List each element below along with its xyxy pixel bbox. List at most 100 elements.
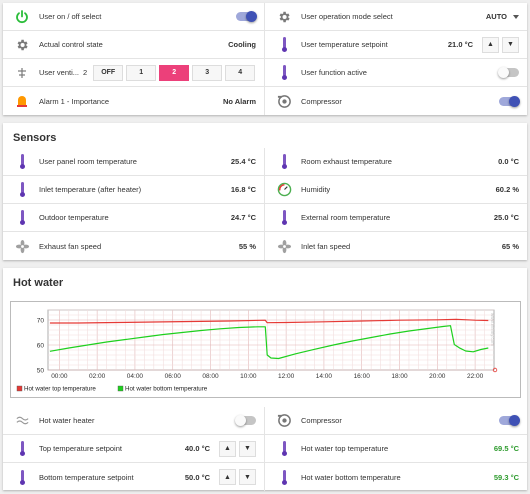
bottom-setpoint-label: Bottom temperature setpoint	[39, 472, 134, 482]
sensor-value: 0.0 °C	[498, 157, 519, 166]
top-temp-label: Hot water top temperature	[301, 444, 389, 453]
legend-label: Hot water top temperature	[24, 386, 96, 393]
compressor-label: Compressor	[301, 96, 342, 106]
ventilation-option-4[interactable]: 4	[225, 64, 256, 81]
sensor-value: 25.4 °C	[230, 157, 256, 166]
cursor-marker	[492, 367, 498, 373]
temp-setpoint-value: 21.0 °C	[447, 40, 473, 49]
setpoint-down-button[interactable]: ▼	[502, 36, 519, 53]
status-card: User on / off select User operation mode…	[3, 3, 527, 115]
sensor-value: 24.7 °C	[230, 213, 256, 222]
bottom-temp-value: 59.3 °C	[493, 472, 519, 482]
op-mode-value: AUTO	[485, 12, 507, 21]
compressor-icon	[275, 92, 293, 110]
control-state-value: Cooling	[228, 40, 256, 49]
legend-swatch	[16, 385, 23, 392]
user-onoff-label: User on / off select	[39, 12, 102, 21]
sensor-label: Inlet fan speed	[301, 241, 351, 251]
legend-label: Hot water bottom temperature	[125, 386, 208, 393]
sensor-row: External room temperature 25.0 °C	[265, 204, 527, 232]
x-tick-label: 20:00	[429, 373, 446, 380]
hot-water-title: Hot water	[13, 277, 64, 289]
compressor-toggle[interactable]	[499, 95, 520, 107]
x-tick-label: 16:00	[354, 373, 371, 380]
hot-water-chart: 70 60 50 00:00 02:00 04:00 06:00 08:00 10:00 12:0…	[16, 309, 498, 393]
chart-watermark: www.infinity.com	[490, 313, 495, 346]
bottom-setpoint-down-button[interactable]: ▼	[239, 469, 256, 485]
function-active-toggle[interactable]	[498, 67, 519, 78]
op-mode-select[interactable]: AUTO	[486, 12, 519, 21]
top-setpoint-up-button[interactable]: ▲	[219, 440, 236, 457]
hw-compressor-label: Compressor	[301, 416, 342, 425]
thermometer-icon	[13, 153, 31, 171]
control-state-label: Actual control state	[39, 40, 103, 49]
x-tick-label: 08:00	[202, 373, 219, 380]
x-tick-label: 00:00	[51, 373, 68, 380]
sensor-label: External room temperature	[301, 213, 391, 222]
heater-label: Hot water heater	[39, 416, 95, 425]
thermometer-icon	[13, 181, 31, 199]
sensor-label: Humidity	[301, 185, 331, 194]
gear-icon	[275, 8, 293, 26]
y-tick-label: 50	[37, 368, 45, 375]
x-tick-label: 10:00	[240, 373, 257, 380]
bottom-temp-label: Hot water bottom temperature	[301, 472, 401, 482]
user-onoff-toggle[interactable]	[236, 11, 257, 22]
sensor-label: Room exhaust temperature	[301, 157, 392, 166]
function-active-label: User function active	[301, 68, 367, 77]
ventilation-row: User venti... 2 OFF 1 2 3 4	[3, 59, 265, 87]
sensor-row: Humidity 60.2 %	[265, 176, 527, 204]
hw-compressor-row: Compressor	[265, 407, 527, 435]
power-icon	[13, 8, 31, 26]
legend-swatch	[117, 385, 124, 392]
thermometer-icon	[275, 468, 293, 486]
thermometer-icon	[275, 440, 293, 458]
top-setpoint-value: 40.0 °C	[184, 444, 210, 453]
alarm-row: Alarm 1 - Importance No Alarm	[3, 87, 265, 115]
ventilation-option-2[interactable]: 2	[159, 64, 190, 81]
bottom-setpoint-up-button[interactable]: ▲	[219, 469, 236, 485]
compressor-icon	[275, 412, 293, 430]
ventilation-option-3[interactable]: 3	[192, 64, 223, 81]
alarm-light-icon	[13, 92, 31, 110]
bottom-setpoint-row: Bottom temperature setpoint 50.0 °C ▲ ▼	[3, 463, 265, 491]
heater-toggle[interactable]	[235, 415, 256, 426]
sensor-row: Exhaust fan speed 55 %	[3, 232, 265, 260]
sensor-row: Inlet fan speed 65 %	[265, 232, 527, 260]
setpoint-up-button[interactable]: ▲	[482, 36, 499, 53]
ventilation-option-off[interactable]: OFF	[93, 64, 124, 81]
top-temp-value: 69.5 °C	[493, 444, 519, 453]
heater-row: Hot water heater	[3, 407, 265, 435]
control-state-row: Actual control state Cooling	[3, 31, 265, 59]
sensor-label: User panel room temperature	[39, 157, 137, 166]
sensor-row: Outdoor temperature 24.7 °C	[3, 204, 265, 232]
sensor-value: 55 %	[238, 241, 256, 251]
sensor-value: 60.2 %	[495, 185, 519, 194]
x-tick-label: 18:00	[391, 373, 408, 380]
series-line-bottom	[49, 325, 489, 360]
sensor-label: Inlet temperature (after heater)	[39, 185, 142, 194]
ventilation-selector: OFF 1 2 3 4	[90, 64, 256, 81]
ventilation-option-1[interactable]: 1	[126, 64, 157, 81]
thermometer-icon	[275, 64, 293, 82]
top-setpoint-label: Top temperature setpoint	[39, 444, 122, 453]
series-line-top	[49, 318, 489, 324]
sensor-value: 25.0 °C	[493, 213, 519, 222]
thermometer-icon	[13, 468, 31, 486]
hot-water-card: Hot water 70 60 50 00:00 02:00 04:00 06:00 08:0…	[3, 268, 527, 491]
x-tick-label: 02:00	[89, 373, 106, 380]
thermometer-icon	[275, 36, 293, 54]
sensor-row: Room exhaust temperature 0.0 °C	[265, 148, 527, 176]
fan-icon	[13, 64, 31, 82]
sensor-row: Inlet temperature (after heater) 16.8 °C	[3, 176, 265, 204]
chart-frame: 70 60 50 00:00 02:00 04:00 06:00 08:00 10:00 12:0…	[10, 301, 521, 398]
thermometer-icon	[275, 153, 293, 171]
y-tick-label: 60	[37, 343, 45, 350]
sensor-value: 65 %	[501, 241, 519, 251]
x-tick-label: 12:00	[278, 373, 295, 380]
hw-compressor-toggle[interactable]	[499, 415, 520, 426]
op-mode-label: User operation mode select	[301, 12, 393, 21]
top-setpoint-down-button[interactable]: ▼	[239, 440, 256, 457]
alarm-label: Alarm 1 - Importance	[39, 96, 110, 106]
ventilation-value: 2	[83, 68, 88, 77]
